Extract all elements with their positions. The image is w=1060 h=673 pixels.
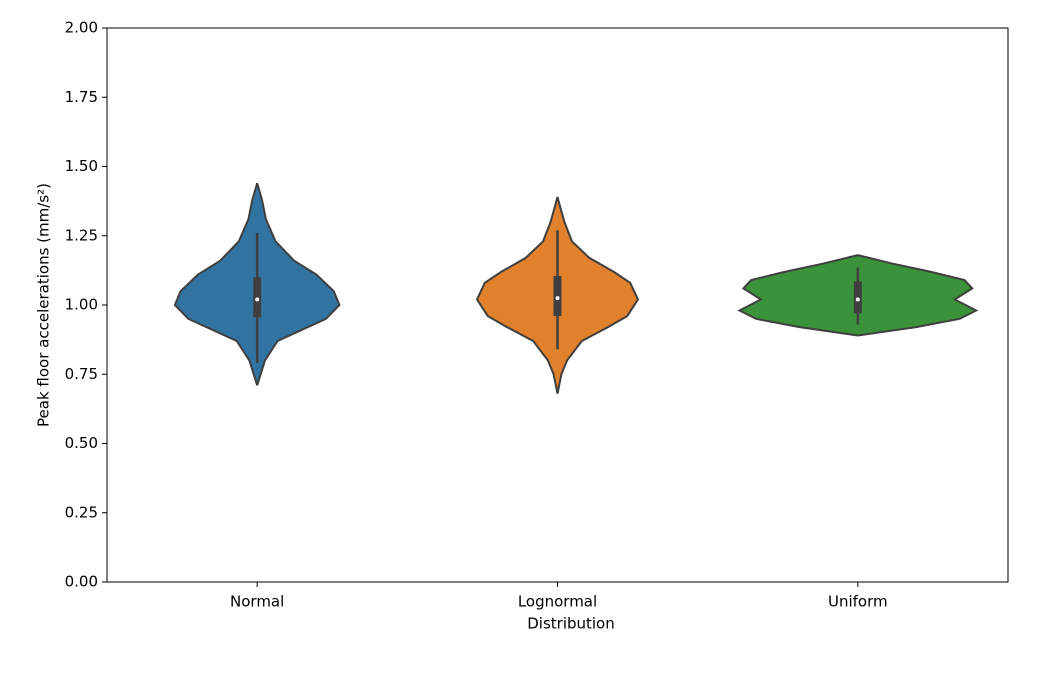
median: [255, 297, 260, 302]
x-tick-label: Normal: [230, 593, 284, 611]
violin-outline: [475, 196, 559, 394]
violin-outline: [857, 254, 979, 337]
box: [253, 277, 262, 318]
violin-half: [857, 254, 978, 337]
y-tick-label: 1.50: [65, 157, 98, 175]
y-tick-label: 1.00: [65, 296, 98, 314]
median: [855, 297, 860, 302]
y-tick-label: 0.75: [65, 365, 98, 383]
violin-outline: [556, 196, 640, 394]
y-tick-label: 0.00: [65, 573, 98, 591]
box: [553, 275, 562, 317]
y-axis-label: Peak floor accelerations (mm/s²): [35, 183, 53, 427]
violin-half: [738, 254, 859, 337]
x-tick-label: Uniform: [828, 593, 888, 611]
violin-outline: [173, 182, 259, 386]
y-tick-label: 0.50: [65, 434, 98, 452]
violin-outline: [256, 182, 341, 386]
box: [853, 281, 862, 314]
y-tick-label: 0.25: [65, 503, 98, 521]
x-axis-label: Distribution: [527, 615, 615, 633]
median: [555, 296, 560, 301]
violin-outline: [737, 254, 859, 337]
y-tick-label: 1.25: [65, 226, 98, 244]
violin-half: [557, 196, 639, 394]
y-tick-label: 1.75: [65, 88, 98, 106]
x-tick-label: Lognormal: [518, 593, 597, 611]
violin-half: [476, 196, 558, 394]
y-tick-label: 2.00: [65, 19, 98, 37]
plot-frame: [106, 27, 1009, 583]
